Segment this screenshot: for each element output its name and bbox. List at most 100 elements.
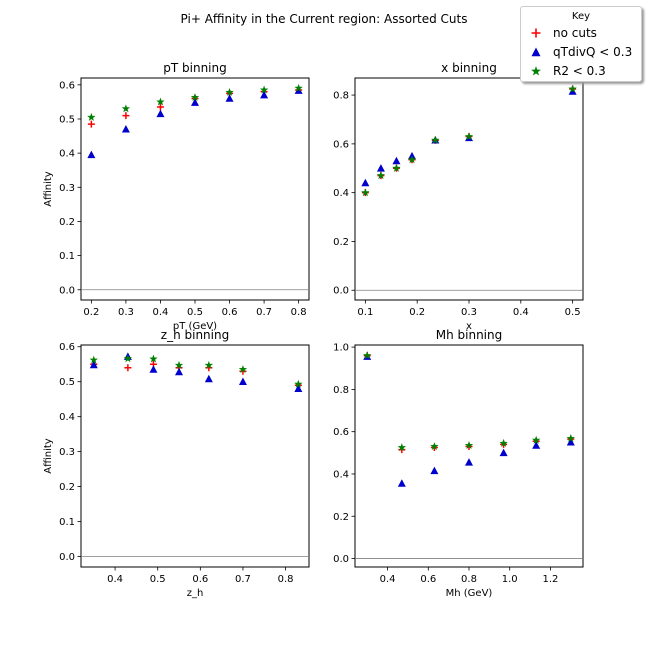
data-point-star <box>259 85 269 94</box>
y-tick-label: 0.6 <box>59 342 75 353</box>
legend-entry-r2: R2 < 0.3 <box>521 61 641 80</box>
x-axis-label: pT (GeV) <box>173 321 217 332</box>
plus-marker-icon <box>525 23 547 42</box>
data-point-star <box>190 93 200 102</box>
subplot-3: z_h binning 0.4 0.5 0.6 0.7 0.8 0.0 0.1 0.2 0.3 0.… <box>43 328 310 599</box>
x-tick-label: 0.4 <box>380 574 396 585</box>
data-point-triangle <box>204 374 213 383</box>
plot-area <box>80 344 310 568</box>
subplot-4: Mh binning 0.4 0.6 0.8 1.0 1.2 0.0 0.2 0.4 0.6 0.8… <box>333 328 584 599</box>
data-point-triangle <box>87 150 96 159</box>
x-tick-label: 0.3 <box>461 307 477 318</box>
y-tick-label: 0.4 <box>59 412 75 423</box>
data-point-triangle <box>149 365 158 373</box>
data-point-star <box>363 351 372 360</box>
data-point-star <box>376 171 386 180</box>
data-point-star <box>566 434 575 443</box>
data-point-star <box>238 365 248 374</box>
data-point-star <box>204 360 214 369</box>
legend-box: Key no cuts qTdivQ < 0.3 R2 < 0.3 <box>520 6 642 82</box>
x-tick-label: 0.6 <box>420 574 436 585</box>
plot-area <box>80 77 310 301</box>
y-tick-label: 0.2 <box>59 217 75 228</box>
data-point-star <box>407 155 417 164</box>
data-point-star <box>430 442 439 451</box>
data-point-plus <box>124 364 132 372</box>
y-tick-label: 0.0 <box>59 552 75 563</box>
x-tick-label: 0.6 <box>222 307 238 318</box>
legend-label: qTdivQ < 0.3 <box>553 44 633 59</box>
data-point-triangle <box>225 94 234 102</box>
data-point-star <box>397 443 407 452</box>
data-point-triangle <box>238 377 247 386</box>
y-tick-label: 0.3 <box>59 447 75 458</box>
y-tick-label: 0.0 <box>59 285 75 296</box>
x-tick-label: 0.2 <box>83 307 99 318</box>
x-tick-label: 0.7 <box>256 307 272 318</box>
x-axis-label: x <box>466 321 472 332</box>
y-tick-label: 0.2 <box>59 482 75 493</box>
data-point-star <box>531 435 541 444</box>
x-tick-label: 0.5 <box>565 307 581 318</box>
y-axis-label: Affinity <box>43 438 54 474</box>
subplot-title: pT binning <box>163 61 226 75</box>
x-tick-label: 1.0 <box>502 574 518 585</box>
legend-entry-no-cuts: no cuts <box>521 23 641 42</box>
y-tick-label: 0.0 <box>333 286 349 297</box>
data-point-star <box>156 97 165 106</box>
data-point-triangle <box>260 90 269 99</box>
data-point-star <box>294 379 303 388</box>
y-tick-label: 0.4 <box>59 149 75 160</box>
x-axis-label: z_h <box>187 588 204 599</box>
data-point-triangle <box>191 98 199 106</box>
data-point-triangle <box>465 458 473 466</box>
y-axis-label: Affinity <box>43 171 54 207</box>
legend-title: Key <box>571 11 591 22</box>
data-point-triangle <box>376 164 385 172</box>
data-point-star <box>499 438 508 447</box>
data-point-star <box>123 354 133 363</box>
data-point-star <box>149 354 158 363</box>
data-point-triangle <box>361 178 370 187</box>
data-point-triangle <box>294 86 303 94</box>
plot-area <box>354 344 584 568</box>
x-tick-label: 0.2 <box>409 307 425 318</box>
data-point-star <box>361 188 370 197</box>
figure-title: Pi+ Affinity in the Current region: Asso… <box>181 12 468 26</box>
data-point-triangle <box>568 87 577 95</box>
x-tick-label: 0.7 <box>235 574 251 585</box>
y-tick-label: 0.4 <box>333 188 349 199</box>
y-tick-label: 0.1 <box>59 251 75 262</box>
x-tick-label: 0.8 <box>278 574 294 585</box>
data-point-triangle <box>566 438 575 446</box>
y-tick-label: 0.2 <box>333 512 349 523</box>
data-point-star <box>294 83 303 92</box>
x-tick-label: 0.4 <box>513 307 529 318</box>
data-point-triangle <box>499 448 508 457</box>
x-tick-label: 0.3 <box>118 307 134 318</box>
y-tick-label: 0.6 <box>59 80 75 91</box>
data-point-plus <box>87 120 95 128</box>
x-tick-label: 0.1 <box>357 307 373 318</box>
legend-label: no cuts <box>553 25 597 40</box>
data-point-triangle <box>175 367 184 376</box>
subplot-2: x binning 0.1 0.2 0.3 0.4 0.5 0.0 0.2 0.4 0.6 0.8 x <box>333 61 584 332</box>
y-tick-label: 0.8 <box>333 91 349 102</box>
data-point-triangle <box>121 125 130 133</box>
subplot-title: x binning <box>441 61 497 75</box>
x-tick-label: 0.8 <box>461 574 477 585</box>
subplot-title: Mh binning <box>436 328 503 342</box>
data-point-star <box>568 84 577 93</box>
subplot-1: pT binning 0.2 0.3 0.4 0.5 0.6 0.7 0.8 0.0 0.1 0.2… <box>43 61 310 332</box>
x-tick-label: 0.8 <box>291 307 307 318</box>
data-point-plus <box>122 112 130 120</box>
data-point-triangle <box>89 360 98 369</box>
data-point-triangle <box>156 109 165 118</box>
x-tick-label: 0.4 <box>107 574 123 585</box>
data-point-plus <box>156 103 164 111</box>
y-tick-label: 0.5 <box>59 377 75 388</box>
data-point-triangle <box>397 479 406 487</box>
y-tick-label: 0.3 <box>59 183 75 194</box>
data-point-star <box>121 104 131 113</box>
